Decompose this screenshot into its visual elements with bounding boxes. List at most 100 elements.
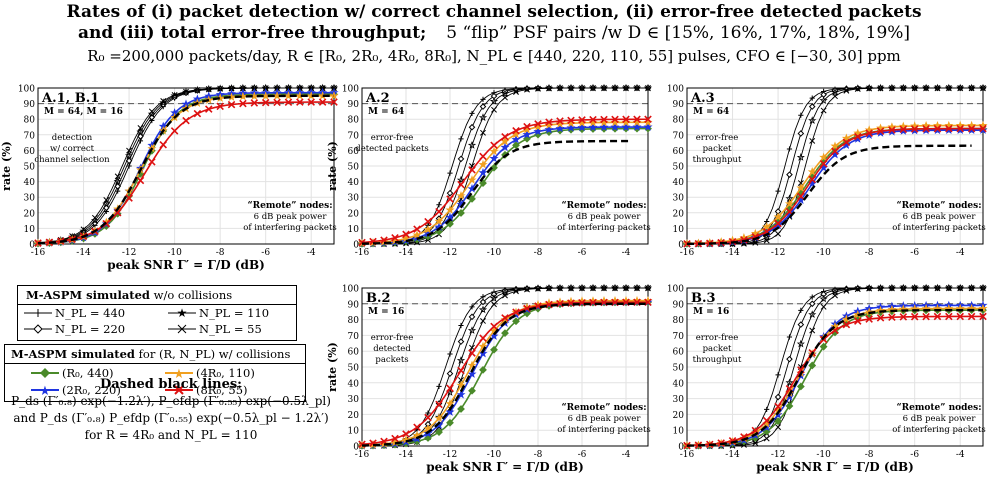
marker-diamond — [468, 386, 476, 395]
marker-star — [807, 167, 817, 176]
marker-star — [978, 120, 988, 130]
marker-star — [500, 142, 510, 152]
marker-cross — [402, 230, 410, 239]
dashed-note-line-2: and P_ds (Γ′₀.₈) P_efdp (Γ′₀.₅₅) exp(−0.… — [13, 411, 329, 425]
marker-star — [819, 96, 828, 104]
marker-star — [204, 84, 213, 93]
marker-cross — [216, 102, 224, 111]
marker-star — [238, 91, 248, 101]
marker-diamond — [774, 393, 782, 401]
panel-a2: 0 10 20 30 40 50 60 70 80 90 100 -16 -14 -12 -10 -8 -6 -4… — [326, 83, 653, 258]
legend-2-item: (R₀, 440) — [31, 366, 114, 380]
marker-diamond — [556, 126, 564, 135]
marker-plus — [458, 322, 464, 329]
panel-annotation: channel selection — [34, 155, 110, 165]
x-tick-label: -6 — [910, 450, 919, 460]
title-line-1: Rates of (i) packet detection w/ correct… — [66, 2, 922, 22]
panel-annotation: detected packets — [355, 144, 429, 154]
marker-star — [643, 83, 653, 92]
marker-star — [577, 83, 587, 92]
y-tick-label: 60 — [673, 147, 685, 157]
marker-cross — [91, 214, 98, 221]
marker-cross — [600, 115, 608, 124]
y-tick-label: 20 — [673, 209, 685, 219]
marker-cross — [774, 219, 782, 228]
marker-cross — [457, 366, 465, 375]
marker-diamond — [797, 321, 805, 328]
marker-cross — [740, 236, 748, 244]
x-tick-label: -12 — [443, 450, 458, 460]
y-tick-label: 100 — [18, 85, 35, 95]
remote-note: 6 dB peak power — [254, 212, 328, 222]
marker-cross — [285, 85, 292, 91]
marker-cross — [910, 125, 919, 133]
x-tick-label: -4 — [622, 248, 631, 258]
panel-annotation: packet — [703, 144, 732, 154]
y-tick-label: 40 — [673, 379, 685, 389]
marker-cross — [262, 85, 269, 91]
marker-star — [295, 91, 305, 100]
marker-plus — [480, 294, 486, 300]
marker-diamond — [446, 189, 454, 197]
marker-star — [864, 125, 874, 134]
marker-cross — [611, 115, 619, 124]
marker-cross — [623, 285, 629, 291]
marker-star — [555, 123, 565, 133]
marker-cross — [502, 292, 508, 299]
marker-star — [489, 97, 499, 105]
marker-star — [489, 146, 499, 156]
marker-cross — [136, 176, 145, 185]
marker-cross — [899, 313, 908, 321]
marker-cross — [307, 98, 315, 106]
star-icon: ★ — [165, 367, 193, 379]
y-tick-label: 80 — [673, 116, 685, 126]
marker-cross — [468, 349, 476, 357]
marker-star — [887, 122, 897, 131]
marker-cross — [911, 285, 918, 291]
marker-diamond — [819, 342, 828, 351]
marker-plus — [126, 163, 132, 169]
marker-star — [956, 83, 965, 92]
remote-note: “Remote” nodes: — [247, 201, 332, 211]
marker-diamond — [796, 382, 805, 391]
legend-1-item: N_PL = 220 — [24, 322, 125, 336]
marker-star — [193, 85, 202, 94]
marker-star — [456, 175, 466, 184]
marker-cross — [535, 285, 541, 292]
marker-plus — [798, 307, 804, 314]
marker-cross — [479, 334, 487, 342]
marker-plus — [786, 334, 793, 340]
legend-1-title: M-ASPM simulated w/o collisions — [26, 288, 233, 302]
marker-star — [830, 88, 840, 96]
marker-star — [456, 356, 466, 364]
marker-cross — [865, 129, 873, 137]
marker-cross — [578, 116, 586, 124]
x-tick-label: -14 — [725, 450, 740, 460]
remote-note: “Remote” nodes: — [561, 201, 646, 211]
x-tick-label: -12 — [443, 248, 458, 258]
marker-cross — [227, 100, 236, 109]
marker-cross — [239, 99, 247, 108]
remote-note: of interfering packets — [892, 425, 985, 435]
y-tick-label: 100 — [342, 85, 359, 95]
y-tick-label: 60 — [673, 348, 685, 358]
marker-star — [910, 283, 919, 292]
marker-diamond — [468, 194, 476, 203]
marker-cross — [137, 124, 144, 131]
analytic-dashed-line — [37, 94, 335, 245]
marker-star — [751, 436, 760, 445]
y-tick-label: 100 — [667, 285, 684, 295]
marker-star — [632, 122, 642, 131]
x-tick-label: -10 — [487, 248, 502, 258]
marker-cross — [622, 115, 630, 124]
x-axis-label: peak SNR Γ′ = Γ/D (dB) — [426, 460, 584, 474]
marker-star — [610, 283, 620, 292]
marker-star — [588, 283, 598, 292]
marker-cross — [546, 85, 552, 92]
marker-cross — [877, 85, 884, 92]
x-tick-label: -12 — [771, 450, 786, 460]
marker-star — [136, 127, 145, 136]
y-tick-label: 40 — [24, 178, 36, 188]
marker-cross — [490, 141, 498, 149]
y-tick-label: 100 — [342, 285, 359, 295]
